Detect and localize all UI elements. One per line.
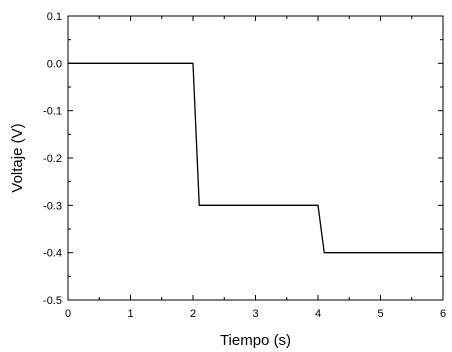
y-tick-label: -0.5 (43, 295, 62, 307)
y-tick-label: -0.2 (43, 153, 62, 165)
x-tick-label: 3 (252, 308, 258, 320)
y-tick-label: -0.4 (43, 248, 62, 260)
x-tick-label: 5 (377, 308, 383, 320)
series-layer (68, 62, 443, 254)
plot-frame (67, 15, 444, 301)
ticks: 0 1 2 3 4 5 6 0.1 0.0 -0.1 -0.2 -0.3 -0.4 -0.5 (43, 11, 446, 320)
x-axis-title: Tiempo (s) (220, 332, 291, 349)
y-tick-label: 0.0 (47, 58, 62, 70)
y-tick-label: -0.1 (43, 106, 62, 118)
x-tick-label: 2 (190, 308, 196, 320)
y-tick-label: -0.3 (43, 200, 62, 212)
series-line-0 (68, 62, 443, 254)
x-tick-label: 1 (127, 308, 133, 320)
x-tick-label: 6 (440, 308, 446, 320)
y-tick-label: 0.1 (47, 11, 62, 23)
x-tick-label: 4 (315, 308, 321, 320)
x-tick-label: 0 (65, 308, 71, 320)
y-axis-title: Voltaje (V) (9, 123, 26, 192)
